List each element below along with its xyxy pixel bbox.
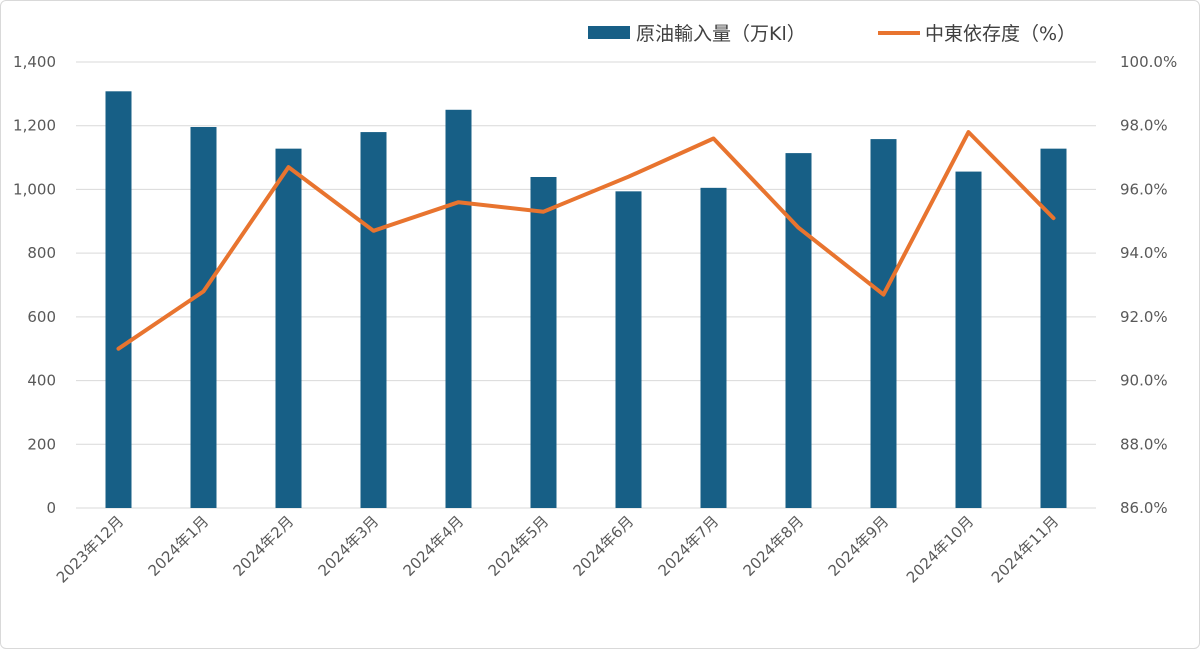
x-tick-label: 2024年6月 — [570, 512, 638, 580]
bar — [870, 139, 897, 508]
line-point — [117, 347, 120, 351]
left-tick-label: 0 — [46, 499, 56, 517]
bar — [190, 126, 217, 508]
bar — [1040, 148, 1067, 508]
line-point — [542, 210, 545, 214]
left-tick-label: 400 — [27, 372, 56, 390]
left-axis: 0 200 400 600 800 1,000 1,200 1,400 — [13, 53, 56, 517]
bar — [955, 171, 982, 509]
left-tick-label: 800 — [27, 244, 56, 262]
bar — [360, 132, 387, 509]
bar — [445, 109, 472, 509]
legend-label-line: 中東依存度（%） — [925, 23, 1076, 45]
right-axis: 86.0% 88.0% 90.0% 92.0% 94.0% 96.0% 98.0% 100.0… — [1120, 53, 1177, 517]
left-tick-label: 200 — [27, 435, 56, 453]
left-tick-label: 1,000 — [13, 180, 56, 198]
bar — [275, 148, 302, 508]
line-series — [116, 130, 1056, 351]
left-tick-label: 1,200 — [13, 117, 56, 135]
x-tick-label: 2023年12月 — [53, 512, 127, 586]
line-point — [287, 165, 290, 169]
x-tick-label: 2024年2月 — [230, 512, 298, 580]
x-tick-label: 2024年9月 — [825, 512, 893, 580]
bar — [785, 153, 812, 508]
x-tick-label: 2024年10月 — [903, 512, 977, 586]
legend: 原油輸入量（万Kl） 中東依存度（%） — [588, 23, 1076, 45]
line-point — [372, 229, 375, 233]
bar — [700, 187, 727, 509]
bar — [530, 177, 557, 509]
line-point — [1052, 216, 1055, 220]
x-axis: 2023年12月 2024年1月 2024年2月 2024年3月 2024年4月 2024… — [53, 512, 1062, 586]
bar — [615, 191, 642, 508]
x-tick-label: 2024年7月 — [655, 512, 723, 580]
line-point — [712, 136, 715, 140]
right-tick-label: 98.0% — [1120, 117, 1168, 135]
x-tick-label: 2024年11月 — [988, 512, 1062, 586]
x-tick-label: 2024年4月 — [400, 512, 468, 580]
line-point — [457, 200, 460, 204]
right-tick-label: 94.0% — [1120, 244, 1168, 262]
left-tick-label: 1,400 — [13, 53, 56, 71]
line-point — [627, 175, 630, 179]
right-tick-label: 100.0% — [1120, 53, 1177, 71]
bar — [105, 91, 132, 509]
x-tick-label: 2024年8月 — [740, 512, 808, 580]
line-point — [967, 130, 970, 134]
legend-swatch-bar — [588, 26, 630, 39]
bar-series — [105, 91, 1067, 509]
line-point — [202, 289, 205, 293]
line-point — [797, 226, 800, 230]
right-tick-label: 86.0% — [1120, 499, 1168, 517]
x-tick-label: 2024年5月 — [485, 512, 553, 580]
x-tick-label: 2024年3月 — [315, 512, 383, 580]
right-tick-label: 88.0% — [1120, 435, 1168, 453]
right-tick-label: 96.0% — [1120, 180, 1168, 198]
line-point — [882, 293, 885, 297]
legend-label-bar: 原油輸入量（万Kl） — [636, 23, 806, 45]
right-tick-label: 90.0% — [1120, 372, 1168, 390]
left-tick-label: 600 — [27, 308, 56, 326]
gridlines — [76, 61, 1096, 509]
right-tick-label: 92.0% — [1120, 308, 1168, 326]
series-line — [116, 130, 1056, 351]
x-tick-label: 2024年1月 — [145, 512, 213, 580]
